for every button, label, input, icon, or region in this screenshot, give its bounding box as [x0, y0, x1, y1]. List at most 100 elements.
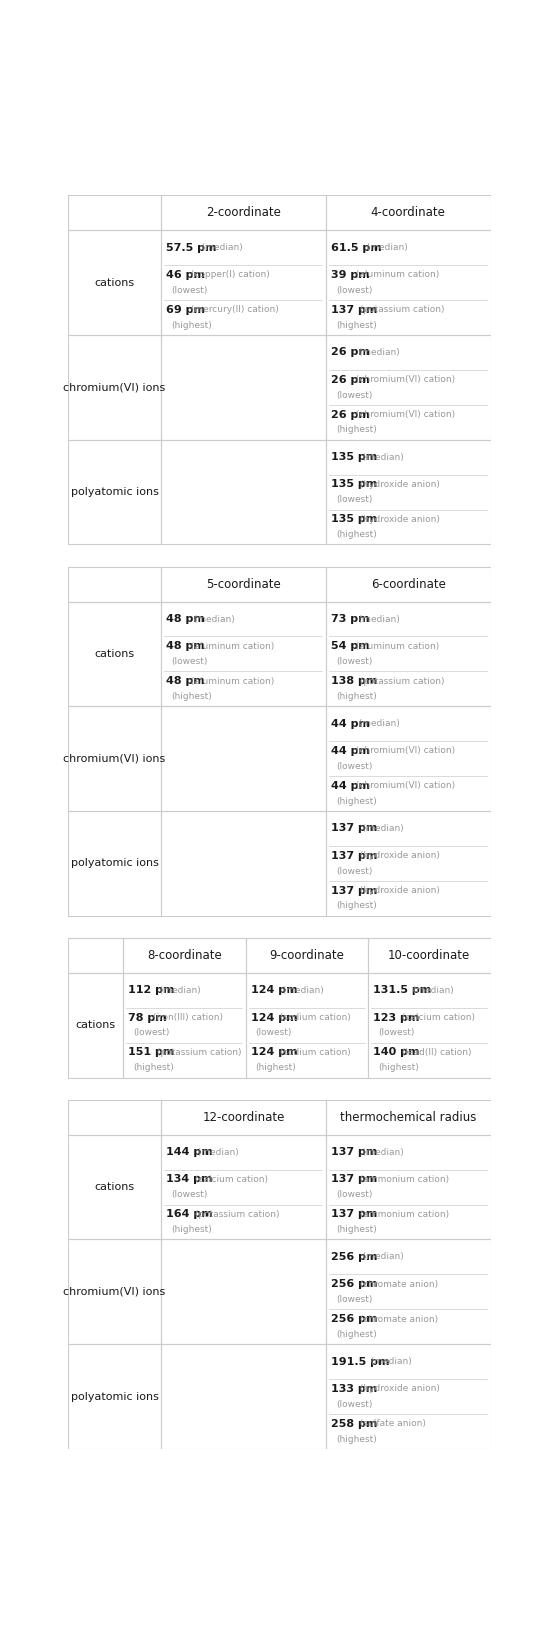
Text: (highest): (highest) [171, 321, 212, 330]
Text: (potassium cation): (potassium cation) [357, 306, 445, 314]
Text: 6-coordinate: 6-coordinate [371, 578, 446, 591]
Text: 26 pm: 26 pm [331, 347, 370, 358]
Text: (highest): (highest) [336, 692, 377, 702]
Bar [68, 440, 161, 544]
Bar [68, 1345, 161, 1449]
Text: (chromium(VI) cation): (chromium(VI) cation) [353, 410, 455, 418]
Text: chromium(VI) ions: chromium(VI) ions [63, 754, 166, 764]
Text: chromium(VI) ions: chromium(VI) ions [63, 383, 166, 392]
Bar [68, 1135, 161, 1239]
Bar [68, 567, 161, 602]
Text: cations: cations [76, 1021, 116, 1031]
Text: 140 pm: 140 pm [373, 1047, 420, 1058]
Text: (sodium cation): (sodium cation) [277, 1013, 350, 1022]
Text: 48 pm: 48 pm [166, 641, 205, 651]
Text: cations: cations [94, 1182, 135, 1192]
Text: (sodium cation): (sodium cation) [277, 1048, 350, 1057]
Text: (ammonium cation): (ammonium cation) [357, 1175, 449, 1184]
Bar [161, 1135, 326, 1239]
Bar [68, 335, 161, 440]
Text: (highest): (highest) [171, 1226, 212, 1234]
Text: 191.5 pm: 191.5 pm [331, 1356, 389, 1366]
Bar [161, 707, 326, 811]
Bar [161, 811, 326, 917]
Text: (calcium cation): (calcium cation) [399, 1013, 475, 1022]
Text: (lowest): (lowest) [256, 1029, 292, 1037]
Text: (median): (median) [188, 614, 235, 624]
Text: (chromium(VI) cation): (chromium(VI) cation) [353, 781, 455, 791]
Text: 26 pm: 26 pm [331, 374, 370, 384]
Text: (highest): (highest) [336, 1434, 377, 1444]
Text: 5-coordinate: 5-coordinate [206, 578, 281, 591]
Text: 137 pm: 137 pm [331, 824, 377, 834]
Text: (hydroxide anion): (hydroxide anion) [357, 851, 440, 860]
Text: 26 pm: 26 pm [331, 410, 370, 420]
Text: 4-coordinate: 4-coordinate [371, 207, 446, 220]
Text: 78 pm: 78 pm [128, 1013, 167, 1022]
Bar [123, 974, 245, 1078]
Text: 137 pm: 137 pm [331, 886, 377, 895]
Text: 57.5 pm: 57.5 pm [166, 243, 216, 252]
Bar [68, 974, 123, 1078]
Text: 134 pm: 134 pm [166, 1174, 213, 1185]
Text: 9-coordinate: 9-coordinate [269, 949, 344, 962]
Bar [161, 195, 326, 230]
Text: 44 pm: 44 pm [331, 718, 370, 729]
Text: 112 pm: 112 pm [128, 985, 174, 995]
Text: (highest): (highest) [336, 531, 377, 539]
Bar [68, 195, 161, 230]
Text: (lowest): (lowest) [336, 762, 372, 770]
Bar [368, 938, 490, 974]
Text: (highest): (highest) [256, 1063, 296, 1073]
Bar [326, 1135, 490, 1239]
Text: 256 pm: 256 pm [331, 1314, 377, 1324]
Bar [161, 440, 326, 544]
Text: (copper(I) cation): (copper(I) cation) [188, 270, 270, 280]
Text: (iron(III) cation): (iron(III) cation) [150, 1013, 223, 1022]
Text: 137 pm: 137 pm [331, 1210, 377, 1219]
Text: 123 pm: 123 pm [373, 1013, 420, 1022]
Text: (lowest): (lowest) [336, 391, 372, 399]
Text: 258 pm: 258 pm [331, 1418, 377, 1429]
Text: 10-coordinate: 10-coordinate [388, 949, 470, 962]
Text: (median): (median) [192, 1148, 239, 1156]
Text: (lowest): (lowest) [336, 658, 372, 666]
Text: 124 pm: 124 pm [251, 985, 297, 995]
Text: (chromate anion): (chromate anion) [357, 1280, 438, 1289]
Text: 144 pm: 144 pm [166, 1148, 213, 1158]
Bar [68, 707, 161, 811]
Text: 164 pm: 164 pm [166, 1210, 213, 1219]
Bar [326, 440, 490, 544]
Text: (hydroxide anion): (hydroxide anion) [357, 1384, 440, 1394]
Text: (median): (median) [357, 453, 404, 462]
Text: (potassium cation): (potassium cation) [357, 677, 445, 685]
Text: 256 pm: 256 pm [331, 1280, 377, 1289]
Text: (median): (median) [357, 824, 404, 834]
Text: 2-coordinate: 2-coordinate [206, 207, 281, 220]
Text: (median): (median) [353, 614, 400, 624]
Text: 138 pm: 138 pm [331, 676, 377, 685]
Bar [68, 230, 161, 335]
Text: (median): (median) [407, 987, 454, 995]
Bar [68, 1239, 161, 1345]
Text: 8-coordinate: 8-coordinate [147, 949, 222, 962]
Text: (mercury(II) cation): (mercury(II) cation) [188, 306, 279, 314]
Text: (aluminum cation): (aluminum cation) [188, 641, 275, 651]
Text: (highest): (highest) [336, 1330, 377, 1338]
Text: (median): (median) [365, 1358, 412, 1366]
Bar [161, 1345, 326, 1449]
Bar [326, 567, 490, 602]
Text: (calcium cation): (calcium cation) [192, 1175, 268, 1184]
Text: (highest): (highest) [378, 1063, 419, 1073]
Text: (lowest): (lowest) [133, 1029, 169, 1037]
Text: (lowest): (lowest) [336, 1294, 372, 1304]
Text: (lowest): (lowest) [336, 287, 372, 295]
Text: (highest): (highest) [336, 902, 377, 910]
Bar [123, 938, 245, 974]
Bar [368, 974, 490, 1078]
Text: (lowest): (lowest) [378, 1029, 415, 1037]
Text: 256 pm: 256 pm [331, 1252, 377, 1262]
Text: polyatomic ions: polyatomic ions [71, 487, 159, 497]
Bar [68, 938, 123, 974]
Bar [326, 1239, 490, 1345]
